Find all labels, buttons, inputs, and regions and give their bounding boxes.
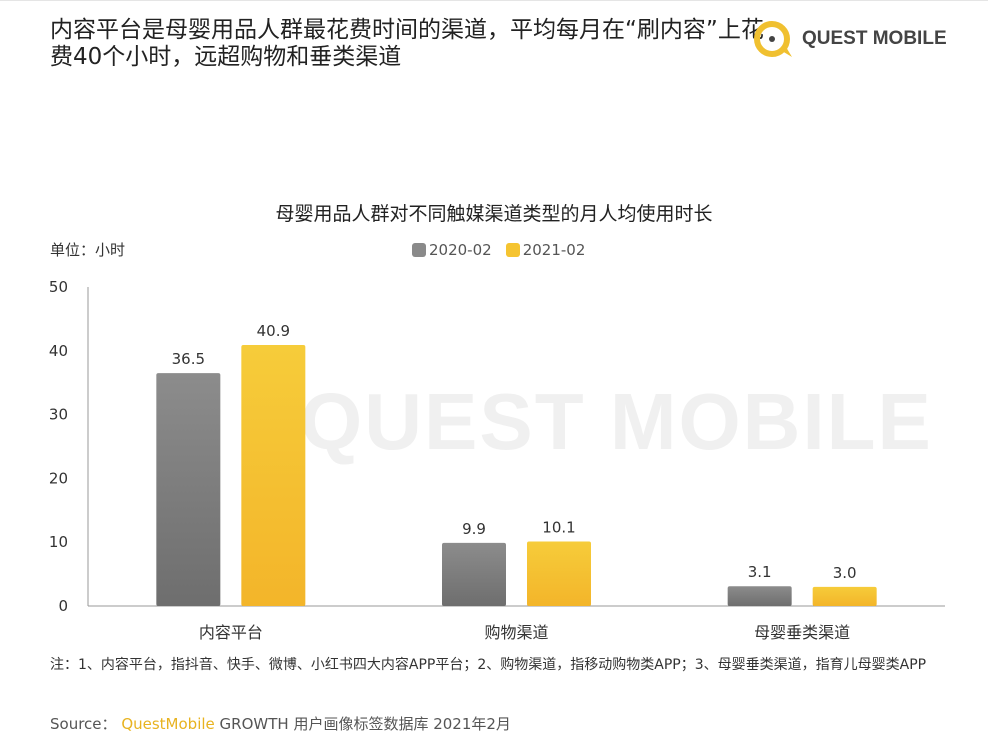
- legend-item-2021: 2021-02: [505, 241, 586, 259]
- bar: [241, 345, 306, 606]
- y-tick-label: 30: [49, 406, 68, 424]
- y-tick-label: 0: [58, 597, 68, 615]
- quest-mobile-logo-icon: [754, 21, 792, 57]
- data-label: 40.9: [257, 322, 290, 340]
- logo: QUEST MOBILE: [752, 17, 947, 61]
- source-label: Source：: [50, 715, 117, 733]
- data-label: 10.1: [542, 519, 575, 537]
- watermark: QUEST MOBILE: [300, 377, 933, 466]
- x-tick-label: 购物渠道: [484, 623, 548, 642]
- bar: [527, 541, 591, 606]
- page-title: 内容平台是母婴用品人群最花费时间的渠道，平均每月在“刷内容”上花费40个小时，远…: [50, 17, 764, 70]
- legend-label: 2021-02: [522, 241, 586, 259]
- legend-swatch: [505, 243, 520, 257]
- legend-label: 2020-02: [429, 241, 492, 259]
- legend: 2020-02 2021-02: [412, 241, 585, 259]
- y-tick-label: 20: [49, 469, 68, 487]
- chart-title: 母婴用品人群对不同触媒渠道类型的月人均使用时长: [275, 203, 713, 225]
- source-text: GROWTH 用户画像标签数据库 2021年2月: [219, 715, 511, 733]
- unit-label: 单位：小时: [50, 241, 126, 259]
- footnote: 注：1、内容平台，指抖音、快手、微博、小红书四大内容APP平台；2、购物渠道，指…: [50, 657, 927, 673]
- data-label: 9.9: [462, 520, 486, 538]
- source-brand: QuestMobile: [121, 715, 215, 733]
- data-label: 3.1: [748, 563, 772, 581]
- bar: [812, 586, 877, 606]
- logo-text: QUEST MOBILE: [802, 28, 947, 49]
- bar: [156, 373, 221, 606]
- y-tick-label: 10: [49, 533, 68, 551]
- y-tick-label: 40: [49, 342, 68, 360]
- bar: [727, 586, 792, 606]
- data-label: 36.5: [172, 350, 205, 368]
- data-label: 3.0: [833, 564, 857, 582]
- source: Source： QuestMobile GROWTH 用户画像标签数据库 202…: [50, 713, 511, 734]
- legend-swatch: [412, 243, 426, 257]
- y-tick-label: 50: [49, 278, 68, 296]
- x-tick-label: 内容平台: [199, 623, 263, 642]
- x-tick-label: 母婴垂类渠道: [754, 623, 850, 642]
- bar: [442, 542, 506, 606]
- legend-item-2020: 2020-02: [412, 241, 492, 259]
